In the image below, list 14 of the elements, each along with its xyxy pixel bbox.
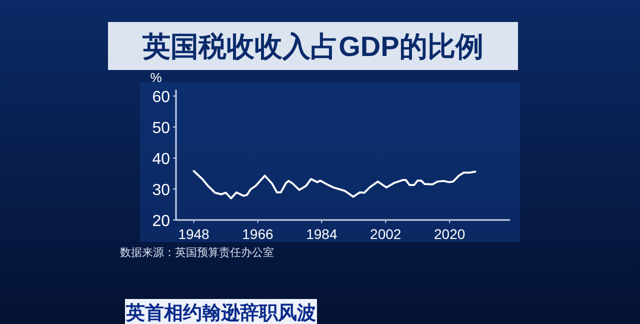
y-tick-label: 20 — [152, 213, 170, 230]
x-tick-label: 1984 — [306, 226, 338, 242]
y-tick-label: 60 — [152, 89, 170, 106]
chart-title: 英国税收收入占GDP的比例 — [142, 31, 484, 62]
text: 英首相约翰逊辞职风波 — [125, 302, 316, 324]
source-note: 数据来源：英国预算责任办公室 — [120, 246, 274, 259]
y-tick-label: 50 — [152, 120, 170, 137]
x-tick-label: 1966 — [242, 226, 274, 242]
y-tick-label: 30 — [152, 182, 170, 199]
x-tick-label: 1948 — [178, 226, 210, 242]
x-tick-label: 2002 — [370, 226, 402, 242]
y-axis-title: % — [150, 70, 162, 85]
y-tick-label: 40 — [152, 151, 170, 168]
x-tick-label: 2020 — [434, 226, 466, 242]
